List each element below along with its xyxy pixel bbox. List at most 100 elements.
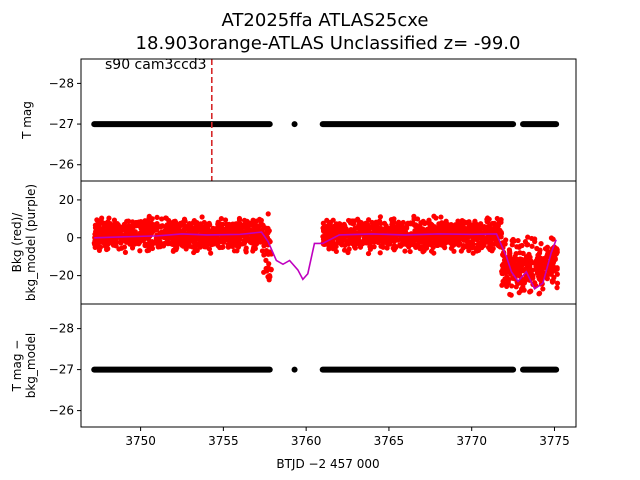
bkg-point	[97, 244, 104, 250]
bkg-point	[208, 237, 214, 243]
bkg-point	[163, 223, 169, 230]
bkg-point	[237, 220, 243, 227]
bkg-point	[400, 239, 406, 245]
bkg-point	[391, 235, 397, 241]
bkg-point	[508, 292, 514, 298]
bkg-point	[222, 217, 229, 223]
bkg-point	[133, 219, 139, 226]
bkg-point	[465, 234, 471, 240]
bkg-point	[259, 248, 266, 254]
bkg-point	[538, 241, 544, 247]
bkg-point	[466, 247, 472, 254]
bkg-point	[263, 265, 269, 272]
bkg-point	[422, 220, 428, 227]
bkg-point	[136, 239, 143, 246]
bkg-point	[380, 235, 386, 241]
bkg-point	[131, 231, 137, 237]
bkg-point	[360, 240, 366, 247]
bkg-point	[129, 245, 136, 251]
y-axis-label: bkg_model (purple)	[24, 184, 38, 301]
bkg-point	[532, 260, 538, 267]
bkg-point	[192, 248, 198, 254]
bkg-point	[497, 227, 503, 233]
bkg-point	[468, 243, 474, 249]
bkg-point	[210, 241, 216, 247]
bkg-point	[243, 245, 249, 251]
bkg-point	[494, 239, 500, 245]
y-tick-label: −28	[49, 76, 74, 90]
bkg-point	[206, 246, 213, 252]
bkg-point	[527, 256, 533, 262]
bkg-point	[215, 219, 221, 225]
plot-area	[91, 121, 560, 128]
bkg-point	[104, 246, 110, 253]
y-tick-label: −20	[49, 269, 74, 283]
bkg-point	[265, 211, 271, 217]
bkg-point	[326, 221, 332, 227]
bkg-point	[461, 242, 467, 249]
bkg-point	[377, 250, 383, 256]
panel-middle-bkg: 20 0 −20 Bkg (red)/bkg_model (purple)	[10, 180, 577, 305]
bkg-point	[250, 246, 257, 252]
bkg-point	[215, 242, 221, 249]
bkg-point	[384, 245, 390, 251]
bkg-point	[522, 260, 528, 267]
bkg-point	[190, 219, 196, 226]
bkg-point	[105, 241, 111, 248]
bkg-point	[364, 221, 371, 227]
bkg-point	[551, 268, 557, 274]
bkg-point	[355, 236, 362, 242]
bkg-point	[538, 256, 544, 262]
bkg-point	[544, 276, 550, 282]
bkg-point	[515, 237, 521, 244]
bkg-point	[438, 214, 444, 220]
y-tick-label: −27	[49, 117, 74, 131]
bkg-point	[444, 226, 450, 232]
bkg-point	[496, 217, 502, 223]
bkg-point	[125, 231, 131, 237]
bkg-point	[178, 242, 185, 248]
bkg-point	[529, 243, 535, 249]
bkg-point	[231, 240, 237, 247]
bkg-point	[411, 241, 417, 247]
bkg-point	[475, 241, 481, 248]
bkg-point	[470, 250, 476, 256]
bkg-point	[159, 216, 165, 222]
bkg-point	[204, 242, 211, 248]
bkg-point	[485, 227, 491, 233]
plot-area	[91, 366, 560, 373]
bkg-point	[185, 226, 191, 233]
chart-title-line1: AT2025ffa ATLAS25cxe	[222, 10, 429, 31]
bkg-point	[363, 237, 369, 243]
bkg-point	[98, 231, 104, 237]
bkg-point	[117, 230, 123, 236]
bkg-point	[137, 248, 143, 254]
bkg-point	[155, 241, 162, 247]
bkg-point	[332, 226, 338, 232]
bkg-point	[485, 244, 492, 251]
bkg-point	[416, 227, 423, 233]
bkg-point	[256, 216, 263, 222]
bkg-point	[106, 225, 112, 232]
flux-point	[291, 121, 298, 128]
bkg-point	[177, 222, 183, 228]
bkg-point	[176, 237, 182, 243]
bkg-point	[493, 226, 499, 233]
bkg-point	[461, 228, 467, 234]
bkg-point	[249, 220, 255, 226]
bkg-point	[359, 221, 365, 228]
bkg-point	[517, 264, 523, 270]
bkg-point	[113, 243, 119, 249]
bkg-point	[93, 229, 99, 235]
bkg-point	[490, 245, 496, 252]
bkg-point	[166, 219, 173, 225]
y-tick-label: 20	[59, 193, 74, 207]
bkg-point	[554, 280, 561, 286]
bkg-point	[233, 222, 239, 229]
bkg-point	[536, 250, 543, 256]
bkg-point	[124, 218, 130, 225]
bkg-point	[348, 226, 354, 233]
bkg-point	[194, 219, 200, 226]
bkg-point	[469, 227, 475, 233]
bkg-point	[532, 280, 538, 286]
